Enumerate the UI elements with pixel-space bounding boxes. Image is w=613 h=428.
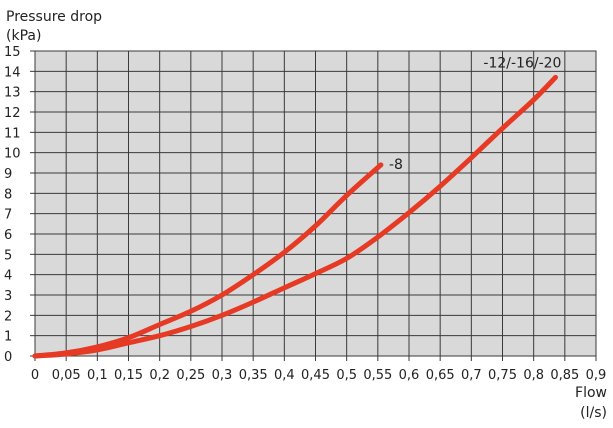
x-tick-label: 0,45 bbox=[301, 368, 330, 383]
x-axis-unit: (l/s) bbox=[580, 405, 607, 421]
series-line-1 bbox=[32, 162, 384, 359]
y-tick-label: 13 bbox=[4, 86, 21, 101]
y-tick-label: 15 bbox=[4, 45, 21, 60]
y-tick-label: 8 bbox=[4, 187, 12, 202]
x-tick-label: 0,75 bbox=[488, 368, 517, 383]
series-line-2 bbox=[32, 74, 558, 359]
y-tick-label: 5 bbox=[4, 248, 12, 263]
y-tick-label: 7 bbox=[4, 208, 12, 223]
x-tick-label: 0,55 bbox=[363, 368, 392, 383]
x-tick-label: 0,85 bbox=[550, 368, 579, 383]
x-tick-labels: 0 0,05 0,1 0,15 0,2 0,25 0,3 0,35 0,4 0,45 0,5 0,55… bbox=[31, 368, 606, 383]
x-tick-label: 0 bbox=[31, 368, 39, 383]
x-tick-label: 0,25 bbox=[176, 368, 205, 383]
x-tick-label: 0,5 bbox=[336, 368, 357, 383]
y-axis-unit: (kPa) bbox=[6, 28, 41, 44]
y-tick-label: 1 bbox=[4, 330, 12, 345]
y-tick-label: 12 bbox=[4, 106, 21, 121]
x-tick-label: 0,65 bbox=[426, 368, 455, 383]
x-tick-label: 0,05 bbox=[52, 368, 81, 383]
x-axis-title: Flow bbox=[575, 385, 607, 401]
series-label-1: -8 bbox=[389, 157, 403, 173]
x-tick-label: 0,8 bbox=[523, 368, 544, 383]
y-tick-label: 3 bbox=[4, 289, 12, 304]
y-tick-label: 4 bbox=[4, 269, 12, 284]
y-tick-label: 14 bbox=[4, 65, 21, 80]
y-tick-label: 9 bbox=[4, 167, 12, 182]
x-tick-label: 0,7 bbox=[461, 368, 482, 383]
x-tick-label: 0,35 bbox=[239, 368, 268, 383]
y-tick-label: 10 bbox=[4, 147, 21, 162]
x-tick-label: 0,2 bbox=[149, 368, 170, 383]
x-tick-label: 0,9 bbox=[586, 368, 607, 383]
series-label-2: -12/-16/-20 bbox=[483, 55, 561, 71]
x-tick-label: 0,4 bbox=[274, 368, 295, 383]
series-lines: -8 -12/-16/-20 bbox=[32, 55, 561, 359]
y-tick-label: 6 bbox=[4, 228, 12, 243]
axis-lines bbox=[30, 50, 597, 361]
plot-border bbox=[34, 50, 597, 357]
x-tick-label: 0,15 bbox=[114, 368, 143, 383]
y-tick-label: 0 bbox=[4, 350, 12, 365]
y-tick-label: 11 bbox=[4, 126, 21, 141]
x-tick-label: 0,1 bbox=[87, 368, 108, 383]
x-tick-label: 0,6 bbox=[399, 368, 420, 383]
y-axis-title: Pressure drop bbox=[6, 9, 102, 25]
y-tick-label: 2 bbox=[4, 309, 12, 324]
x-tick-label: 0,3 bbox=[212, 368, 233, 383]
